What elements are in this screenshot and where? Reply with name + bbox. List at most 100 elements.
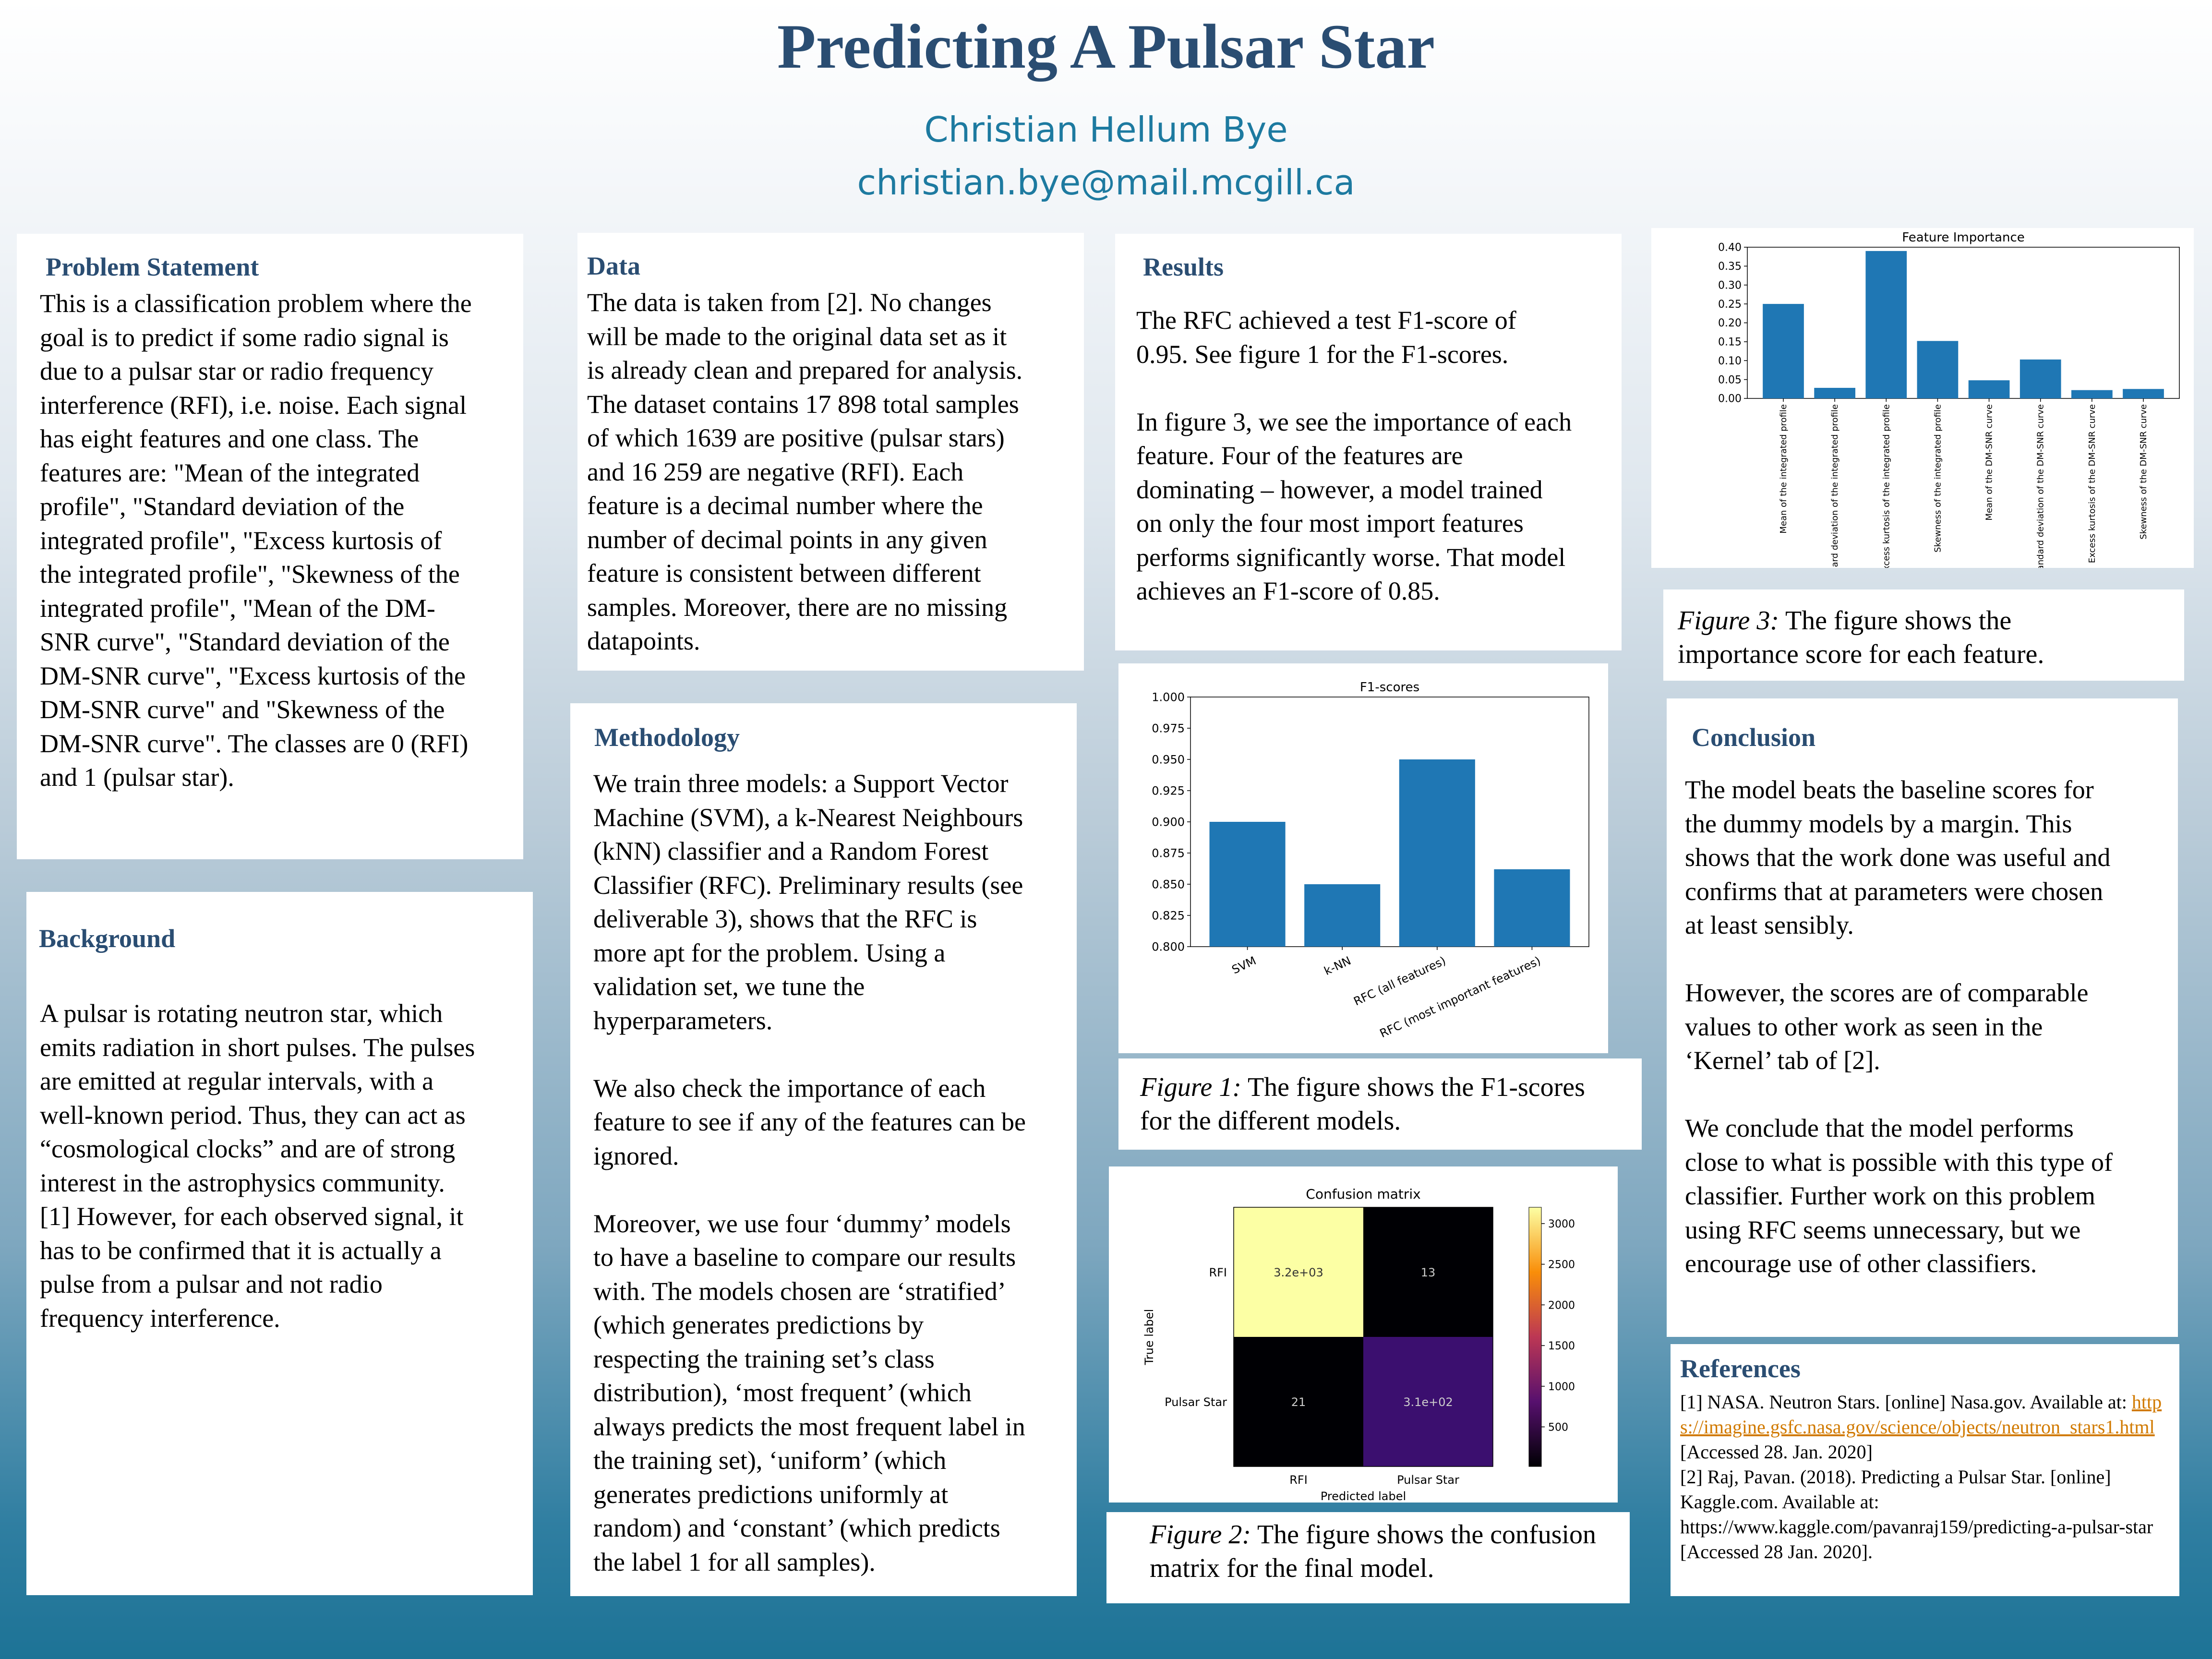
- results-panel: Results The RFC achieved a test F1-score…: [1115, 234, 1622, 650]
- y-tick-label: 0.900: [1152, 815, 1185, 829]
- caption-text: The figure shows the F1-scores for the d…: [1140, 1072, 1585, 1136]
- bar: [2020, 359, 2061, 398]
- figure-3-caption: Figure 3: The figure shows the importanc…: [1663, 589, 2184, 681]
- x-tick-label: Standard deviation of the DM-SNR curve: [2036, 404, 2046, 568]
- author-email[interactable]: christian.bye@mail.mcgill.ca: [857, 162, 1355, 203]
- y-tick-label: 0.05: [1718, 374, 1742, 386]
- confusion-matrix-figure: Confusion matrix 3.2e+03 13 21 3.1e+02 RFI Pul…: [1109, 1166, 1618, 1503]
- y-tick-label: 0.40: [1718, 242, 1742, 254]
- y-tick-label: 0.925: [1152, 784, 1185, 797]
- x-tick-label: Skewness of the DM-SNR curve: [2139, 404, 2149, 540]
- section-body: A pulsar is rotating neutron star, which…: [40, 999, 475, 1333]
- section-body: This is a classification problem where t…: [40, 289, 472, 792]
- heatmap-cell: [1363, 1337, 1493, 1467]
- confusion-matrix-chart: Confusion matrix 3.2e+03 13 21 3.1e+02 RFI Pul…: [1142, 1186, 1575, 1503]
- problem-statement-panel: Problem Statement This is a classificati…: [17, 234, 523, 859]
- reference-1-link[interactable]: https://imagine.gsfc.nasa.gov/science/ob…: [1680, 1391, 2162, 1438]
- colorbar-tick-label: 1500: [1548, 1340, 1575, 1352]
- section-heading: Problem Statement: [46, 252, 259, 281]
- y-tick-label: 0.800: [1152, 940, 1185, 953]
- bar: [1865, 251, 1907, 398]
- y-tick-label: 0.25: [1718, 299, 1742, 311]
- cell-value: 21: [1291, 1395, 1306, 1409]
- bar: [1304, 884, 1381, 947]
- x-tick-label: Mean of the DM-SNR curve: [1984, 404, 1995, 521]
- y-tick-label: 0.850: [1152, 878, 1185, 891]
- cell-value: 3.1e+02: [1403, 1395, 1453, 1409]
- references-panel: References [1] NASA. Neutron Stars. [onl…: [1671, 1344, 2179, 1596]
- data-panel: Data The data is taken from [2]. No chan…: [577, 233, 1084, 671]
- plot-frame: [1747, 247, 2180, 399]
- x-tick-label: SVM: [1230, 954, 1258, 977]
- y-tick-label: 0.35: [1718, 261, 1742, 273]
- bar: [1763, 304, 1804, 398]
- methodology-panel: Methodology We train three models: a Sup…: [570, 703, 1077, 1596]
- caption-label: Figure 1:: [1140, 1072, 1241, 1102]
- poster-title: Predicting A Pulsar Star: [777, 11, 1435, 82]
- section-body: The data is taken from [2]. No changes w…: [587, 288, 1023, 655]
- y-tick-label: 0.10: [1718, 355, 1742, 367]
- reference-1-accessed: [Accessed 28. Jan. 2020]: [1680, 1441, 1873, 1463]
- colorbar: [1528, 1207, 1542, 1467]
- x-tick-label: Excess kurtosis of the integrated profil…: [1881, 404, 1891, 568]
- y-tick-label: 0.00: [1718, 393, 1742, 405]
- section-heading: Data: [587, 252, 640, 280]
- heatmap-cell: [1234, 1337, 1363, 1467]
- caption-text: The figure shows the importance score fo…: [1678, 606, 2044, 669]
- section-body: The model beats the baseline scores for …: [1685, 775, 2113, 1278]
- caption-label: Figure 3:: [1678, 606, 1779, 636]
- col-label: RFI: [1289, 1473, 1308, 1487]
- cell-value: 13: [1421, 1266, 1436, 1279]
- section-heading: Conclusion: [1692, 723, 1816, 752]
- colorbar-tick-label: 2000: [1548, 1299, 1575, 1311]
- y-tick-label: 0.825: [1152, 909, 1185, 922]
- bar: [2123, 389, 2164, 398]
- reference-2: [2] Raj, Pavan. (2018). Predicting a Pul…: [1680, 1466, 2153, 1563]
- x-tick-label: RFC (most important features): [1378, 954, 1543, 1040]
- section-heading: Methodology: [594, 723, 740, 752]
- caption-label: Figure 2:: [1150, 1520, 1251, 1550]
- x-tick-label: Standard deviation of the integrated pro…: [1830, 404, 1840, 568]
- matrix-frame: [1233, 1207, 1493, 1467]
- figure-2-caption: Figure 2: The figure shows the confusion…: [1106, 1512, 1630, 1603]
- col-label: Pulsar Star: [1397, 1473, 1459, 1487]
- heatmap-cell: [1234, 1207, 1363, 1337]
- bar: [1917, 341, 1959, 398]
- author-name: Christian Hellum Bye: [924, 109, 1288, 150]
- y-tick-label: 0.950: [1152, 753, 1185, 766]
- reference-1: [1] NASA. Neutron Stars. [online] Nasa.g…: [1680, 1391, 2127, 1413]
- y-tick-label: 0.20: [1718, 317, 1742, 329]
- y-tick-label: 1.000: [1152, 690, 1185, 704]
- section-heading: Background: [39, 924, 176, 953]
- colorbar-tick-label: 2500: [1548, 1259, 1575, 1271]
- y-tick-label: 0.15: [1718, 337, 1742, 349]
- y-axis-label: True label: [1142, 1309, 1156, 1366]
- f1-scores-chart: F1-scores 0.800 0.825 0.850 0.875 0.900 0.925 0…: [1152, 680, 1589, 1040]
- cell-value: 3.2e+03: [1274, 1266, 1323, 1279]
- x-tick-label: Skewness of the integrated profile: [1933, 404, 1943, 553]
- x-tick-label: RFC (all features): [1352, 954, 1448, 1008]
- bar: [1209, 822, 1286, 947]
- row-label: RFI: [1209, 1266, 1227, 1279]
- chart-title: Feature Importance: [1902, 230, 2025, 245]
- references-list: [1] NASA. Neutron Stars. [online] Nasa.g…: [1680, 1390, 2165, 1564]
- feature-importance-chart: Feature Importance 0.00 0.05 0.10 0.15 0.20 0.…: [1718, 230, 2180, 592]
- y-tick-label: 0.875: [1152, 846, 1185, 860]
- bar: [1968, 380, 2010, 398]
- y-tick-label: 0.975: [1152, 721, 1185, 735]
- section-heading: References: [1680, 1354, 1801, 1383]
- colorbar-tick-label: 500: [1548, 1421, 1568, 1433]
- bar: [1814, 387, 1855, 398]
- section-body: We train three models: a Support Vector …: [593, 769, 1026, 1576]
- conclusion-panel: Conclusion The model beats the baseline …: [1667, 698, 2178, 1337]
- x-tick-label: Excess kurtosis of the DM-SNR curve: [2087, 404, 2097, 563]
- colorbar-tick-label: 1000: [1548, 1381, 1575, 1393]
- x-axis-label: Predicted label: [1321, 1490, 1406, 1503]
- x-tick-label: Mean of the integrated profile: [1779, 404, 1789, 534]
- chart-title: Confusion matrix: [1306, 1186, 1420, 1202]
- section-body: The RFC achieved a test F1-score of 0.95…: [1136, 306, 1572, 605]
- bar: [1399, 759, 1475, 947]
- chart-title: F1-scores: [1360, 680, 1419, 695]
- feature-importance-figure: Feature Importance 0.00 0.05 0.10 0.15 0.20 0.…: [1651, 228, 2194, 592]
- f1-scores-figure: F1-scores 0.800 0.825 0.850 0.875 0.900 0.925 0…: [1118, 663, 1608, 1053]
